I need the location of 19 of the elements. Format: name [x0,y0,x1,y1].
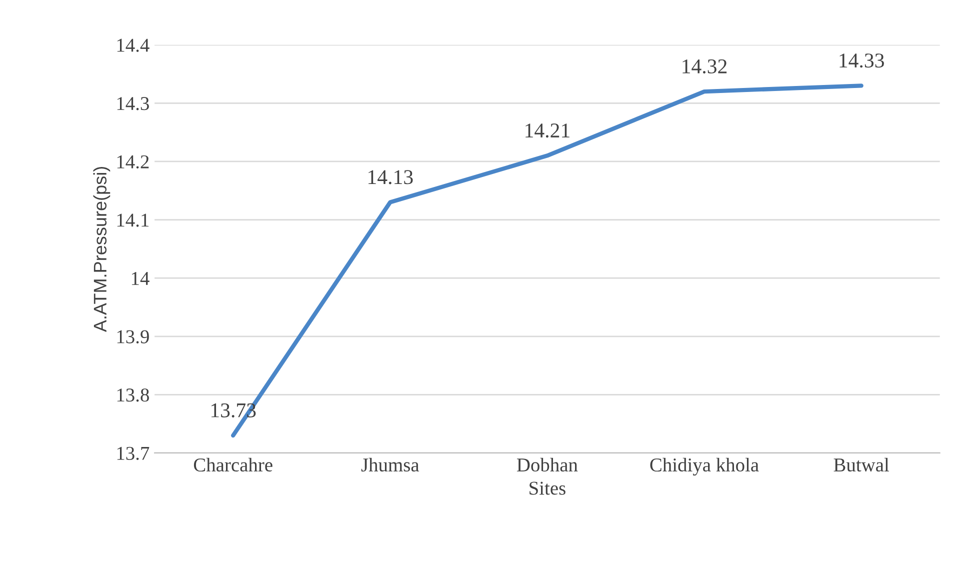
x-tick-label: Charcahre [194,458,272,472]
x-tick-label: Chidiya khola [650,458,759,476]
y-tick-label: 13.8 [117,388,149,402]
x-axis-title: Sites [530,482,566,495]
y-axis-title: A.ATM.Pressure(psi) [93,166,110,332]
x-tick-label: Jhumsa [361,458,420,472]
data-label: 14.32 [682,59,727,74]
y-tick-label: 14.3 [117,97,149,110]
y-tick-label: 14.4 [117,38,150,52]
data-label: 14.21 [526,124,570,138]
y-tick-label: 14.2 [117,155,149,169]
y-tick-label: 13.9 [117,330,149,344]
data-label: 14.33 [840,54,884,68]
x-tick-label: Dobhan [516,458,578,472]
y-tick-label: 14.1 [117,214,149,227]
data-label: 14.13 [368,170,413,184]
y-tick-label: 14 [132,272,150,285]
y-tick-label: 13.7 [117,446,150,460]
x-tick-label: Butwal [834,458,890,472]
